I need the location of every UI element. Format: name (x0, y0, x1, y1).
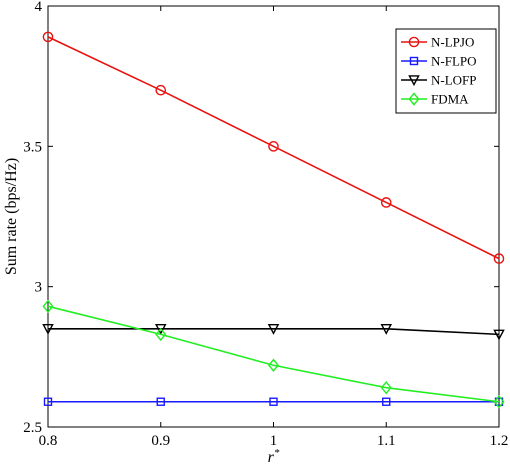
legend-item-n-flpo: N-FLPO (401, 54, 477, 69)
legend-marker (408, 36, 420, 48)
x-tick-label: 1.1 (377, 433, 396, 449)
legend-marker (408, 92, 420, 106)
data-point-n-flpo (156, 397, 165, 406)
series-line-n-lpjo (47, 36, 500, 260)
legend-marker (408, 75, 420, 87)
series-n-lofp (42, 323, 505, 341)
data-point-fdma (42, 299, 54, 314)
legend-label: N-LOFP (431, 73, 477, 88)
data-point-n-flpo (43, 397, 53, 406)
x-axis-label-base: r (268, 449, 275, 466)
data-point-n-lofp (493, 329, 505, 341)
series-n-lpjo (42, 31, 505, 264)
legend-label: N-FLPO (431, 54, 477, 69)
data-point-fdma (380, 381, 392, 395)
data-point-n-lofp (380, 323, 393, 335)
legend-item-fdma: FDMA (401, 92, 469, 107)
legend-item-n-lpjo: N-LPJO (401, 35, 474, 50)
y-tick-label: 3.5 (23, 139, 42, 155)
legend: N-LPJO N-FLPO N-LOFP FDMA (395, 28, 497, 114)
x-tick-label: 0.8 (39, 433, 58, 449)
data-point-fdma (155, 327, 167, 342)
data-point-n-lpjo (42, 31, 54, 43)
x-axis-label-sup: * (274, 447, 280, 459)
x-axis-label: r* (268, 447, 280, 466)
y-tick-label: 4 (35, 0, 43, 15)
data-point-n-lofp (267, 323, 280, 335)
series-layer (42, 31, 505, 409)
data-point-n-lpjo (493, 253, 505, 264)
data-point-n-flpo (269, 397, 278, 406)
y-tick-label: 2.5 (23, 420, 42, 436)
data-point-n-lofp (154, 323, 167, 335)
legend-marker (409, 56, 419, 66)
data-point-fdma (267, 358, 280, 372)
series-line-fdma (47, 305, 500, 403)
series-fdma (42, 299, 505, 409)
data-point-n-lpjo (380, 197, 392, 208)
data-point-n-flpo (382, 397, 391, 406)
data-point-n-lpjo (268, 141, 279, 152)
y-axis-label: Sum rate (bps/Hz) (3, 158, 20, 275)
data-point-fdma (493, 395, 505, 409)
data-point-n-lofp (42, 323, 54, 335)
y-tick-label: 3 (35, 280, 43, 296)
legend-item-n-lofp: N-LOFP (401, 73, 477, 88)
legend-label: FDMA (431, 92, 469, 107)
x-tick-label: 1 (270, 433, 278, 449)
series-line-n-lofp (48, 327, 500, 336)
axis-ticks: 0.8 0.9 1 1.1 1.2 2.5 3 3.5 4 (23, 0, 508, 449)
x-tick-label: 0.9 (151, 433, 170, 449)
x-tick-label: 1.2 (490, 433, 509, 449)
data-point-n-lpjo (155, 84, 167, 96)
legend-label: N-LPJO (431, 35, 474, 50)
